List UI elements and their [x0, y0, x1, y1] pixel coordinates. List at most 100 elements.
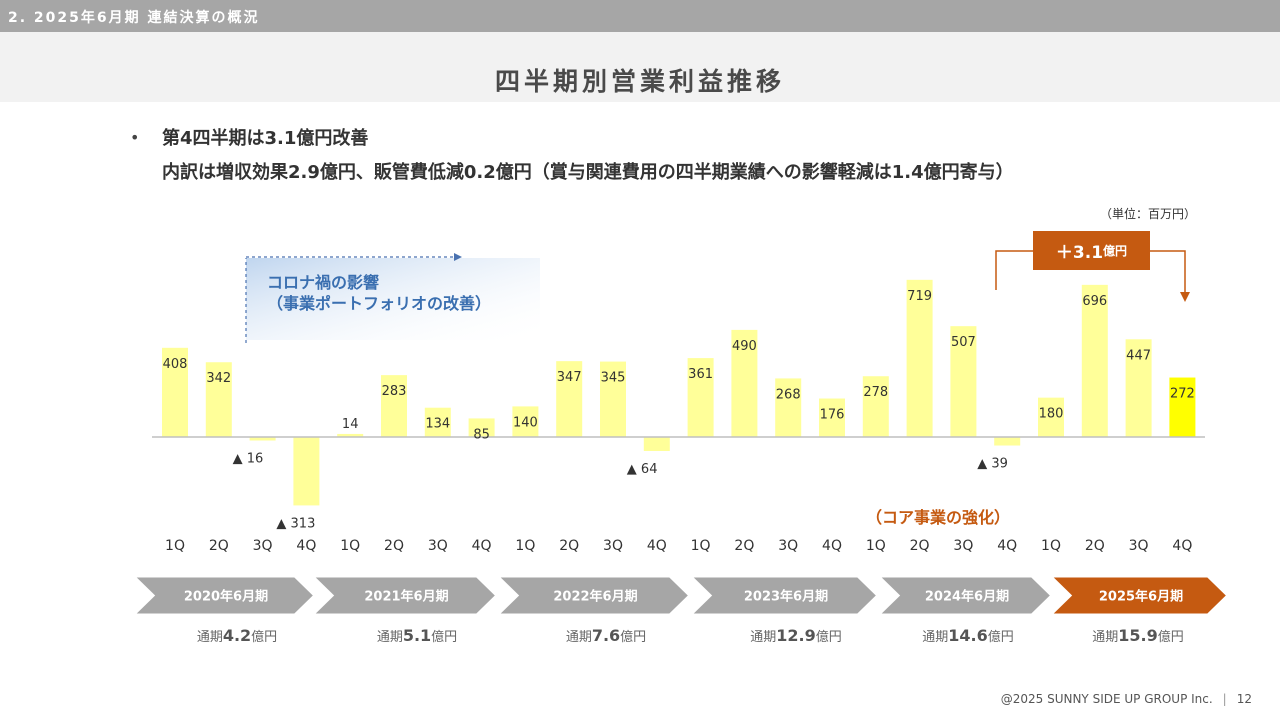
bar [862, 376, 889, 437]
section-label: 2. 2025年6月期 連結決算の概況 [8, 10, 260, 26]
annual-total-unit: 億円 [987, 630, 1014, 645]
value-label: 283 [382, 384, 407, 399]
annual-total-unit: 億円 [815, 630, 842, 645]
value-label: 176 [820, 408, 845, 423]
core-business-label: （コア事業の強化） [866, 508, 1011, 527]
bar [249, 437, 276, 441]
value-label: 278 [863, 385, 888, 400]
fiscal-year-label: 2024年6月期 [925, 589, 1009, 605]
bar [162, 347, 188, 437]
annual-total: 通期14.6億円 [922, 626, 1014, 645]
value-label: 447 [1126, 348, 1151, 363]
bullet-icon: • [130, 128, 140, 147]
bar [1125, 339, 1152, 437]
x-tick-label: 4Q [296, 538, 316, 554]
value-label: 507 [951, 335, 976, 350]
annual-total-value: 14.6 [948, 626, 988, 645]
bar [1081, 284, 1108, 437]
fiscal-year-arrow [874, 574, 1055, 617]
annual-total: 通期7.6億円 [566, 626, 646, 645]
x-tick-label: 1Q [165, 538, 185, 554]
top-bar: 2. 2025年6月期 連結決算の概況 [0, 0, 1280, 32]
bar [424, 407, 451, 437]
covid-impact-label: コロナ禍の影響 （事業ポートフォリオの改善） [267, 272, 491, 314]
bar [731, 329, 758, 437]
bar [1169, 377, 1196, 437]
covid-highlight-gradient [246, 258, 540, 340]
value-label: 272 [1170, 387, 1195, 402]
x-tick-label: 2Q [910, 538, 930, 554]
bar [337, 433, 364, 437]
annual-total-prefix: 通期 [1092, 630, 1119, 645]
annual-total-unit: 億円 [1157, 630, 1184, 645]
x-tick-label: 4Q [647, 538, 667, 554]
covid-label-line-2: （事業ポートフォリオの改善） [267, 294, 492, 313]
annual-total-prefix: 通期 [565, 630, 592, 645]
copyright: @2025 SUNNY SIDE UP GROUP Inc. [1000, 692, 1213, 706]
bar [643, 437, 670, 451]
covid-arrow [245, 253, 462, 343]
annual-total-value: 4.2 [222, 626, 252, 645]
value-label: ▲ 64 [627, 462, 658, 477]
x-tick-label: 3Q [428, 538, 448, 554]
value-label: 180 [1039, 407, 1064, 422]
x-tick-label: 1Q [515, 538, 535, 554]
summary-line-1: 第4四半期は3.1億円改善 [162, 128, 369, 149]
annual-total: 通期5.1億円 [377, 626, 457, 645]
fiscal-year-arrow [493, 574, 693, 617]
annual-total-prefix: 通期 [196, 630, 223, 645]
x-tick-label: 4Q [1172, 538, 1192, 554]
annual-total-unit: 億円 [431, 630, 458, 645]
footer-separator: | [1222, 692, 1227, 706]
x-tick-label: 2Q [734, 538, 754, 554]
value-label: 361 [688, 367, 713, 382]
annual-total-prefix: 通期 [922, 630, 949, 645]
fiscal-year-arrow [129, 574, 318, 617]
footer: @2025 SUNNY SIDE UP GROUP Inc. | 12 [1001, 692, 1252, 706]
annual-total-value: 15.9 [1118, 626, 1158, 645]
page-number: 12 [1236, 692, 1252, 706]
fiscal-year-label: 2022年6月期 [553, 589, 637, 605]
value-label: 696 [1082, 294, 1107, 309]
value-label: 347 [557, 370, 582, 385]
bar [556, 361, 583, 437]
x-tick-label: 4Q [472, 538, 492, 554]
value-label: 490 [732, 339, 757, 354]
x-tick-label: 1Q [866, 538, 886, 554]
x-tick-label: 4Q [822, 538, 842, 554]
annual-total-prefix: 通期 [376, 630, 403, 645]
bar [906, 279, 933, 437]
bar [687, 358, 714, 437]
annual-total-prefix: 通期 [750, 630, 777, 645]
annual-total-unit: 億円 [251, 630, 278, 645]
annual-total-value: 12.9 [776, 626, 816, 645]
x-tick-label: 3Q [953, 538, 973, 554]
x-tick-group: 1Q 2Q 3Q 4Q 1Q 2Q 3Q 4Q 1Q 2Q 3Q 4Q 1Q 2Q 3Q 4Q 1Q 2Q 3Q 4Q… [165, 538, 1192, 554]
bar [512, 406, 539, 437]
value-label: 14 [342, 417, 359, 432]
annual-total-value: 5.1 [402, 626, 432, 645]
value-label: 85 [473, 427, 490, 442]
value-label-group: 408 342 ▲ 16 ▲ 313 14 283 134 85 140 347 345 ▲ 64 36… [163, 289, 1195, 532]
page-title: 四半期別営業利益推移 [494, 67, 785, 96]
fiscal-year-arrow [308, 574, 500, 617]
x-tick-label: 3Q [1129, 538, 1149, 554]
value-label: 268 [776, 387, 801, 402]
bar [468, 418, 495, 437]
x-tick-label: 3Q [778, 538, 798, 554]
value-label: ▲ 39 [977, 457, 1008, 472]
value-label: 408 [163, 357, 188, 372]
bar [994, 437, 1021, 446]
bar [205, 362, 232, 437]
x-tick-label: 2Q [384, 538, 404, 554]
bar [775, 378, 802, 437]
x-tick-label: 2Q [1085, 538, 1105, 554]
value-label: ▲ 313 [276, 516, 315, 531]
bar [600, 361, 626, 437]
x-tick-label: 1Q [1041, 538, 1061, 554]
fiscal-year-label: 2021年6月期 [364, 589, 448, 605]
bar [950, 326, 977, 437]
value-label: 342 [206, 371, 231, 386]
increase-unit: 億円 [1103, 244, 1128, 258]
covid-label-line-1: コロナ禍の影響 [267, 273, 380, 292]
